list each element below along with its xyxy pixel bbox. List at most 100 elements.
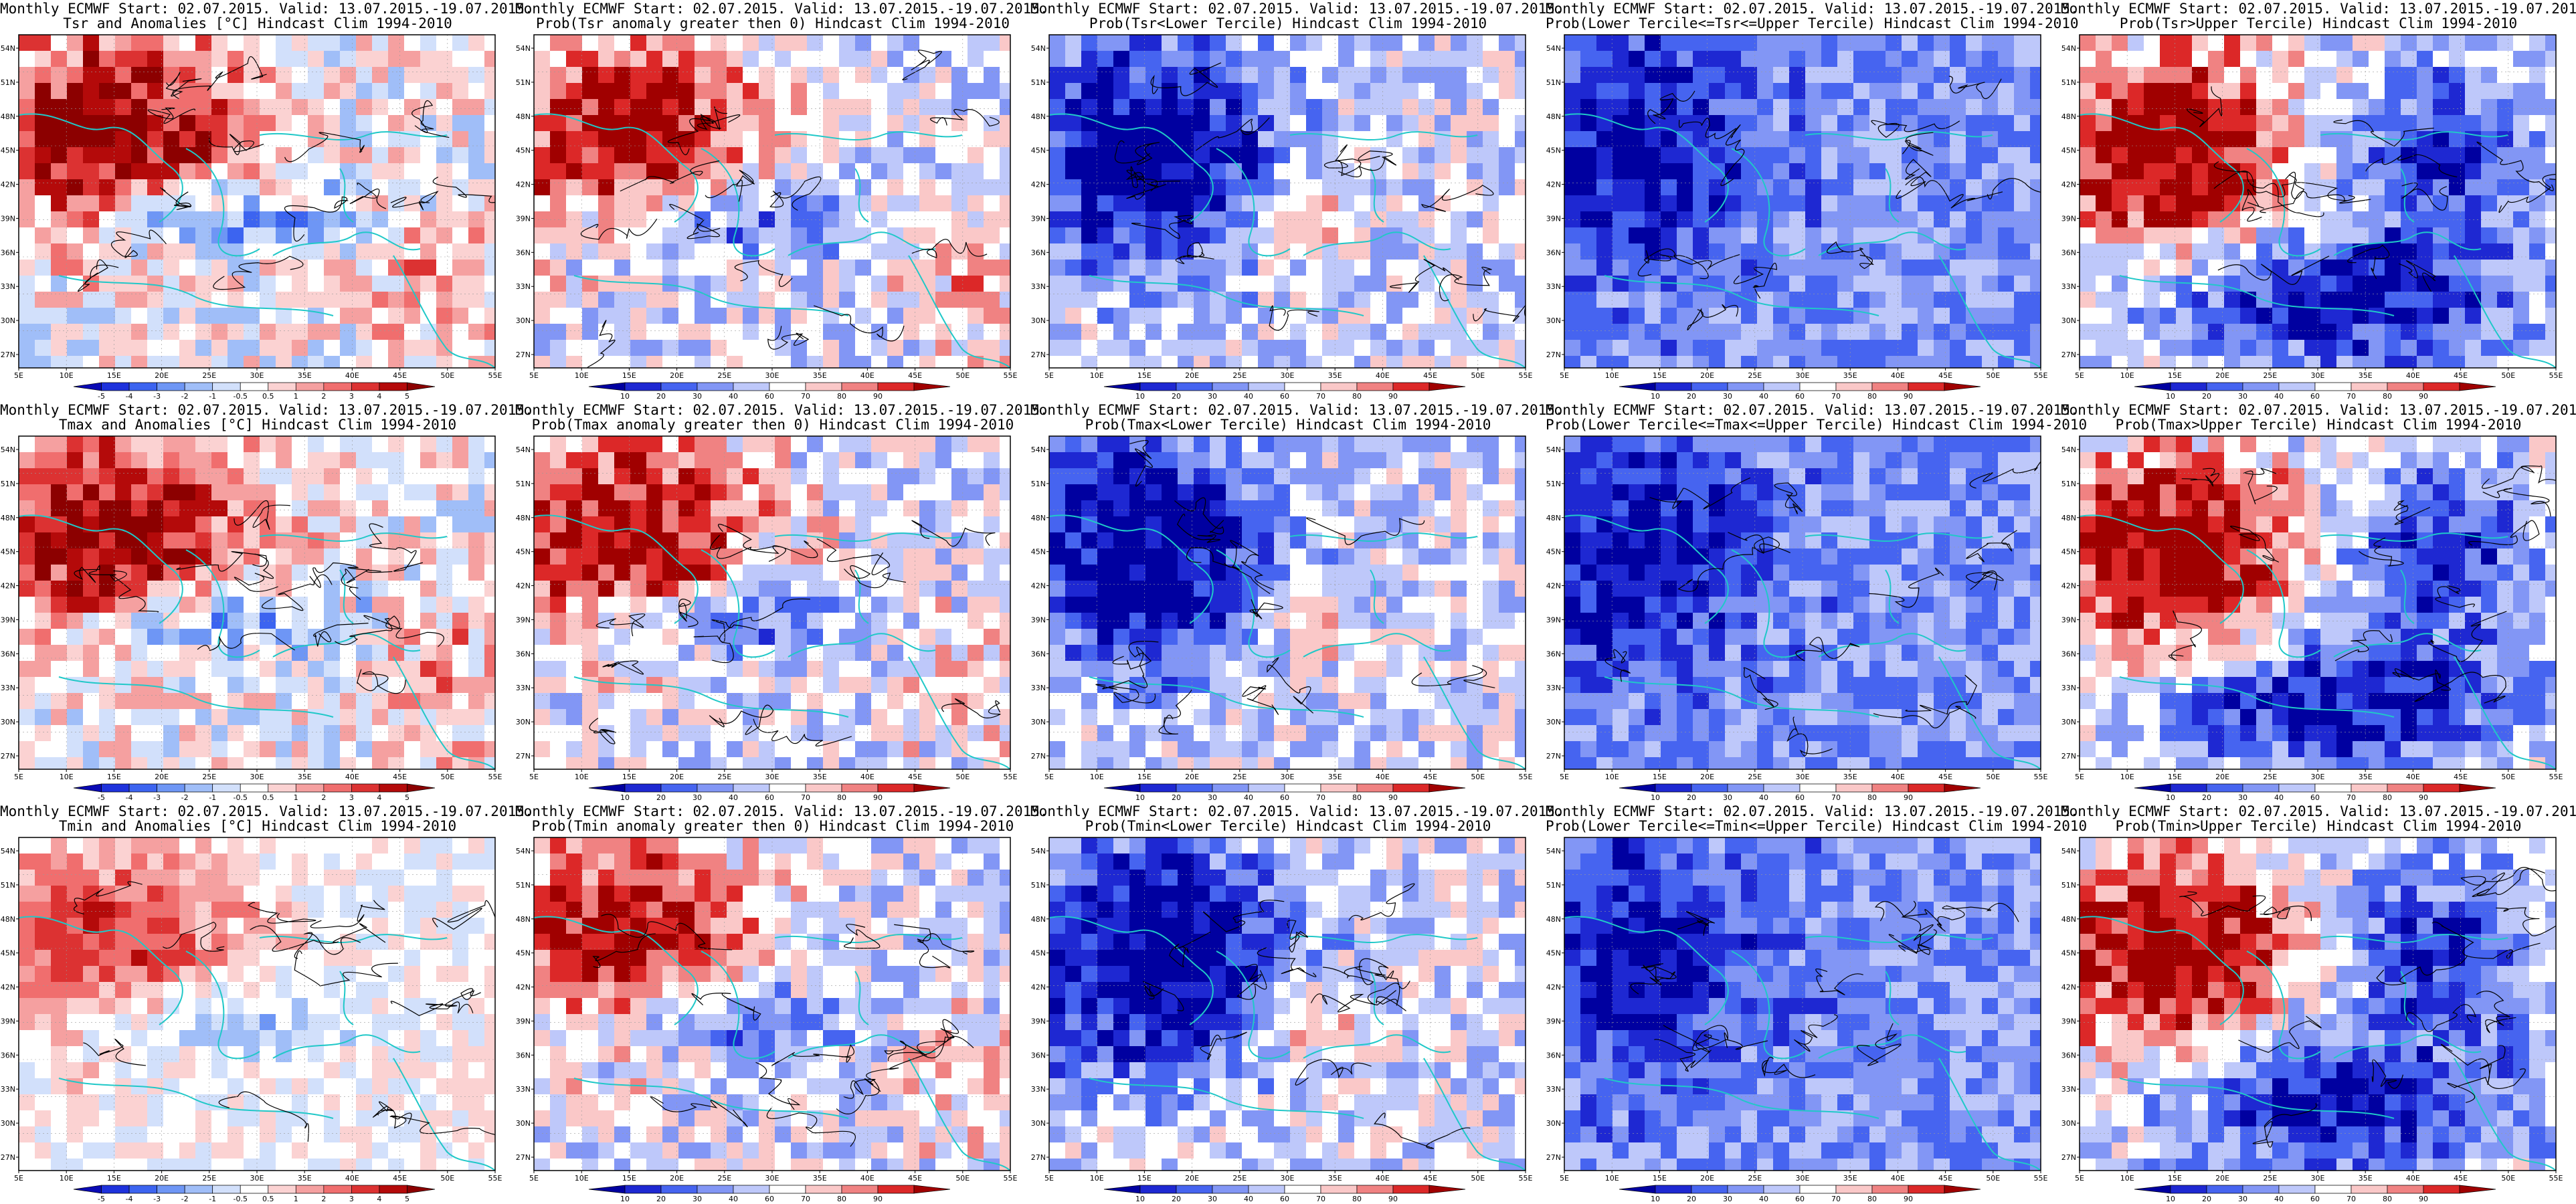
lat-tick-label: 42N: [2061, 181, 2076, 189]
field-cell: [244, 227, 260, 244]
field-cell: [1709, 340, 1726, 357]
field-cell: [1821, 308, 1838, 324]
field-cell: [1918, 67, 1934, 84]
field-cell: [855, 597, 872, 613]
field-cell: [1934, 163, 1950, 180]
field-cell: [115, 741, 132, 758]
field-cell: [19, 308, 35, 324]
field-cell: [308, 661, 325, 678]
field-cell: [1596, 227, 1613, 244]
field-cell: [1596, 51, 1613, 68]
lon-tick-label: 50E: [955, 773, 970, 781]
field-cell: [1097, 163, 1114, 180]
field-cell: [308, 581, 325, 597]
field-cell: [2144, 195, 2160, 212]
contour-line: [1948, 76, 2002, 100]
field-cell: [871, 276, 888, 292]
field-cell: [855, 645, 872, 662]
field-cell: [244, 629, 260, 645]
field-cell: [2304, 356, 2321, 368]
field-cell: [308, 195, 325, 212]
field-cell: [2481, 260, 2498, 276]
field-cell: [646, 436, 663, 453]
field-cell: [99, 276, 116, 292]
field-cell: [388, 516, 405, 533]
field-cell: [695, 83, 711, 100]
field-cell: [919, 163, 936, 180]
field-cell: [791, 35, 808, 52]
field-cell: [1918, 83, 1934, 100]
field-cell: [791, 179, 808, 196]
field-cell: [534, 661, 551, 678]
field-cell: [308, 179, 325, 196]
field-cell: [51, 565, 68, 581]
field-cell: [1145, 308, 1162, 324]
field-cell: [1226, 83, 1243, 100]
field-cell: [871, 163, 888, 180]
field-cell: [2545, 67, 2556, 84]
field-cell: [855, 163, 872, 180]
field-cell: [1580, 260, 1597, 276]
field-cell: [743, 276, 759, 292]
field-cell: [1290, 35, 1307, 52]
contour-line: [844, 565, 907, 589]
field-cell: [678, 340, 695, 357]
field-cell: [436, 356, 453, 368]
lat-tick-label: 36N: [1, 649, 15, 658]
field-cell: [436, 340, 453, 357]
field-cell: [1629, 99, 1645, 116]
field-cell: [566, 500, 583, 517]
field-cell: [227, 500, 244, 517]
field-cell: [163, 581, 180, 597]
field-cell: [662, 693, 679, 710]
field-cell: [2030, 147, 2041, 164]
field-cell: [984, 147, 1000, 164]
field-cell: [646, 195, 663, 212]
field-cell: [2529, 35, 2546, 52]
field-cell: [968, 693, 984, 710]
colorbar-swatch: [101, 382, 130, 391]
field-cell: [2080, 195, 2096, 212]
field-cell: [1000, 757, 1010, 769]
field-cell: [1049, 243, 1066, 260]
field-cell: [807, 147, 824, 164]
field-cell: [260, 147, 276, 164]
lat-tick-label: 48N: [516, 514, 531, 522]
field-cell: [2336, 340, 2353, 357]
field-cell: [83, 131, 100, 148]
field-cell: [2030, 227, 2041, 244]
contour-line: [1905, 176, 2003, 209]
contour-line: [2187, 86, 2223, 128]
field-cell: [468, 260, 485, 276]
field-cell: [1966, 51, 1983, 68]
field-cell: [1451, 324, 1467, 340]
field-cell: [1226, 324, 1243, 340]
contour-line: [941, 698, 1001, 718]
field-cell: [968, 260, 984, 276]
field-cell: [1661, 195, 1677, 212]
field-cell: [968, 500, 984, 517]
field-cell: [1853, 35, 1870, 52]
field-cell: [678, 35, 695, 52]
lat-tick-label: 51N: [1, 480, 15, 488]
field-cell: [83, 629, 100, 645]
field-cell: [775, 581, 792, 597]
field-cell: [1322, 227, 1339, 244]
field-cell: [67, 147, 84, 164]
coastline: [1049, 113, 1214, 223]
field-cell: [2176, 292, 2193, 308]
field-cell: [775, 693, 792, 710]
field-cell: [372, 356, 389, 368]
field-cell: [195, 532, 212, 549]
field-cell: [662, 532, 679, 549]
field-cell: [2272, 340, 2289, 357]
field-cell: [839, 436, 856, 453]
field-cell: [244, 179, 260, 196]
field-cell: [420, 581, 437, 597]
field-cell: [163, 661, 180, 678]
field-cell: [2160, 67, 2177, 84]
field-cell: [308, 757, 325, 769]
field-cell: [2513, 292, 2530, 308]
field-cell: [2030, 163, 2041, 180]
field-cell: [147, 436, 164, 453]
